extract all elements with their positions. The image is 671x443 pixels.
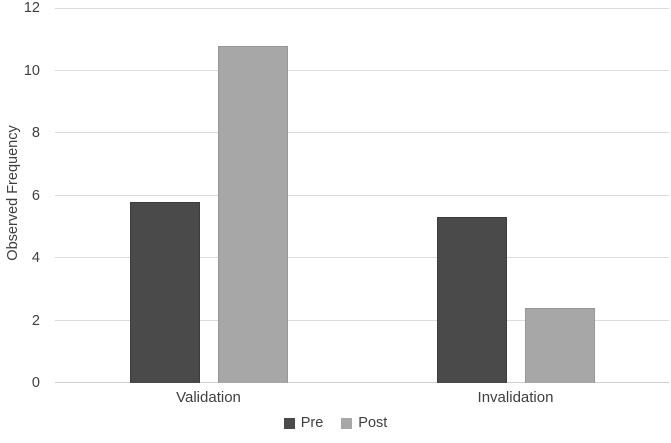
legend-label: Pre — [300, 415, 324, 431]
legend-item-pre: Pre — [283, 415, 324, 431]
gridline — [55, 194, 669, 196]
gridline — [55, 132, 669, 133]
bar-post-invalidation — [524, 308, 595, 383]
plot-area — [55, 8, 669, 383]
y-tick-label: 0 — [31, 375, 40, 391]
y-tick-label: 2 — [31, 312, 40, 329]
legend-item-post: Post — [341, 415, 387, 431]
gridline — [55, 319, 669, 321]
bar-pre-invalidation — [436, 217, 507, 383]
bar-pre-validation — [129, 201, 200, 383]
legend-swatch-icon — [283, 417, 295, 429]
y-tick-label: 10 — [23, 62, 40, 79]
x-category-label: Invalidation — [477, 389, 554, 406]
y-tick-label: 12 — [23, 0, 40, 16]
gridline — [55, 257, 669, 258]
gridline — [55, 8, 669, 9]
x-category-label: Validation — [176, 389, 241, 406]
y-tick-label: 8 — [31, 125, 40, 141]
legend-swatch-icon — [341, 417, 353, 429]
x-axis-line — [55, 382, 669, 383]
legend-label: Post — [358, 415, 388, 431]
y-tick-label: 4 — [31, 250, 40, 266]
gridline — [55, 69, 669, 71]
bar-post-validation — [217, 45, 288, 383]
legend: Pre Post — [0, 415, 671, 431]
y-tick-label: 6 — [31, 187, 40, 204]
